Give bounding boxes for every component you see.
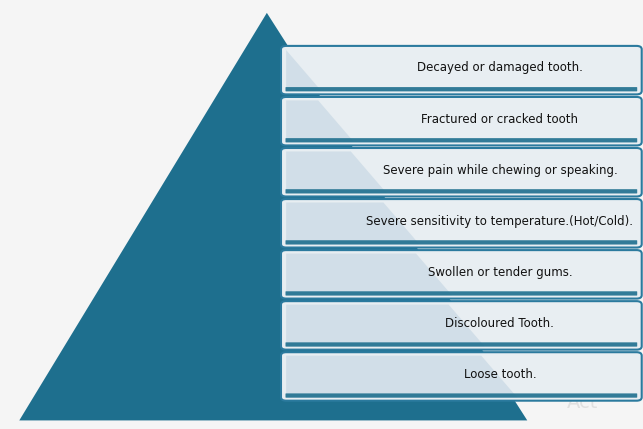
Polygon shape bbox=[283, 47, 318, 93]
FancyBboxPatch shape bbox=[281, 250, 642, 299]
Polygon shape bbox=[286, 254, 452, 295]
Polygon shape bbox=[283, 353, 514, 399]
Polygon shape bbox=[283, 302, 481, 348]
Polygon shape bbox=[283, 251, 449, 297]
Polygon shape bbox=[19, 13, 527, 420]
FancyBboxPatch shape bbox=[281, 148, 642, 196]
Polygon shape bbox=[286, 151, 386, 193]
FancyBboxPatch shape bbox=[285, 240, 637, 245]
Text: Swollen or tender gums.: Swollen or tender gums. bbox=[428, 266, 572, 279]
Text: Fractured or cracked tooth: Fractured or cracked tooth bbox=[421, 112, 579, 126]
Text: Decayed or damaged tooth.: Decayed or damaged tooth. bbox=[417, 61, 583, 75]
FancyBboxPatch shape bbox=[281, 199, 642, 248]
Polygon shape bbox=[286, 305, 484, 346]
Polygon shape bbox=[285, 49, 322, 91]
FancyBboxPatch shape bbox=[285, 291, 637, 296]
Polygon shape bbox=[286, 356, 517, 397]
Polygon shape bbox=[283, 200, 416, 246]
FancyBboxPatch shape bbox=[285, 87, 637, 91]
FancyBboxPatch shape bbox=[281, 46, 642, 94]
Polygon shape bbox=[286, 202, 419, 244]
FancyBboxPatch shape bbox=[285, 342, 637, 347]
Text: Severe pain while chewing or speaking.: Severe pain while chewing or speaking. bbox=[383, 163, 617, 177]
Polygon shape bbox=[283, 149, 383, 195]
FancyBboxPatch shape bbox=[281, 352, 642, 401]
FancyBboxPatch shape bbox=[285, 393, 637, 398]
FancyBboxPatch shape bbox=[285, 138, 637, 142]
FancyBboxPatch shape bbox=[281, 301, 642, 350]
Text: Loose tooth.: Loose tooth. bbox=[464, 368, 536, 381]
Text: Discoloured Tooth.: Discoloured Tooth. bbox=[446, 317, 554, 330]
Text: Act: Act bbox=[566, 393, 598, 412]
Polygon shape bbox=[283, 98, 350, 144]
FancyBboxPatch shape bbox=[281, 97, 642, 145]
FancyBboxPatch shape bbox=[285, 189, 637, 193]
Polygon shape bbox=[286, 100, 354, 142]
Text: Severe sensitivity to temperature.(Hot/Cold).: Severe sensitivity to temperature.(Hot/C… bbox=[367, 214, 633, 228]
